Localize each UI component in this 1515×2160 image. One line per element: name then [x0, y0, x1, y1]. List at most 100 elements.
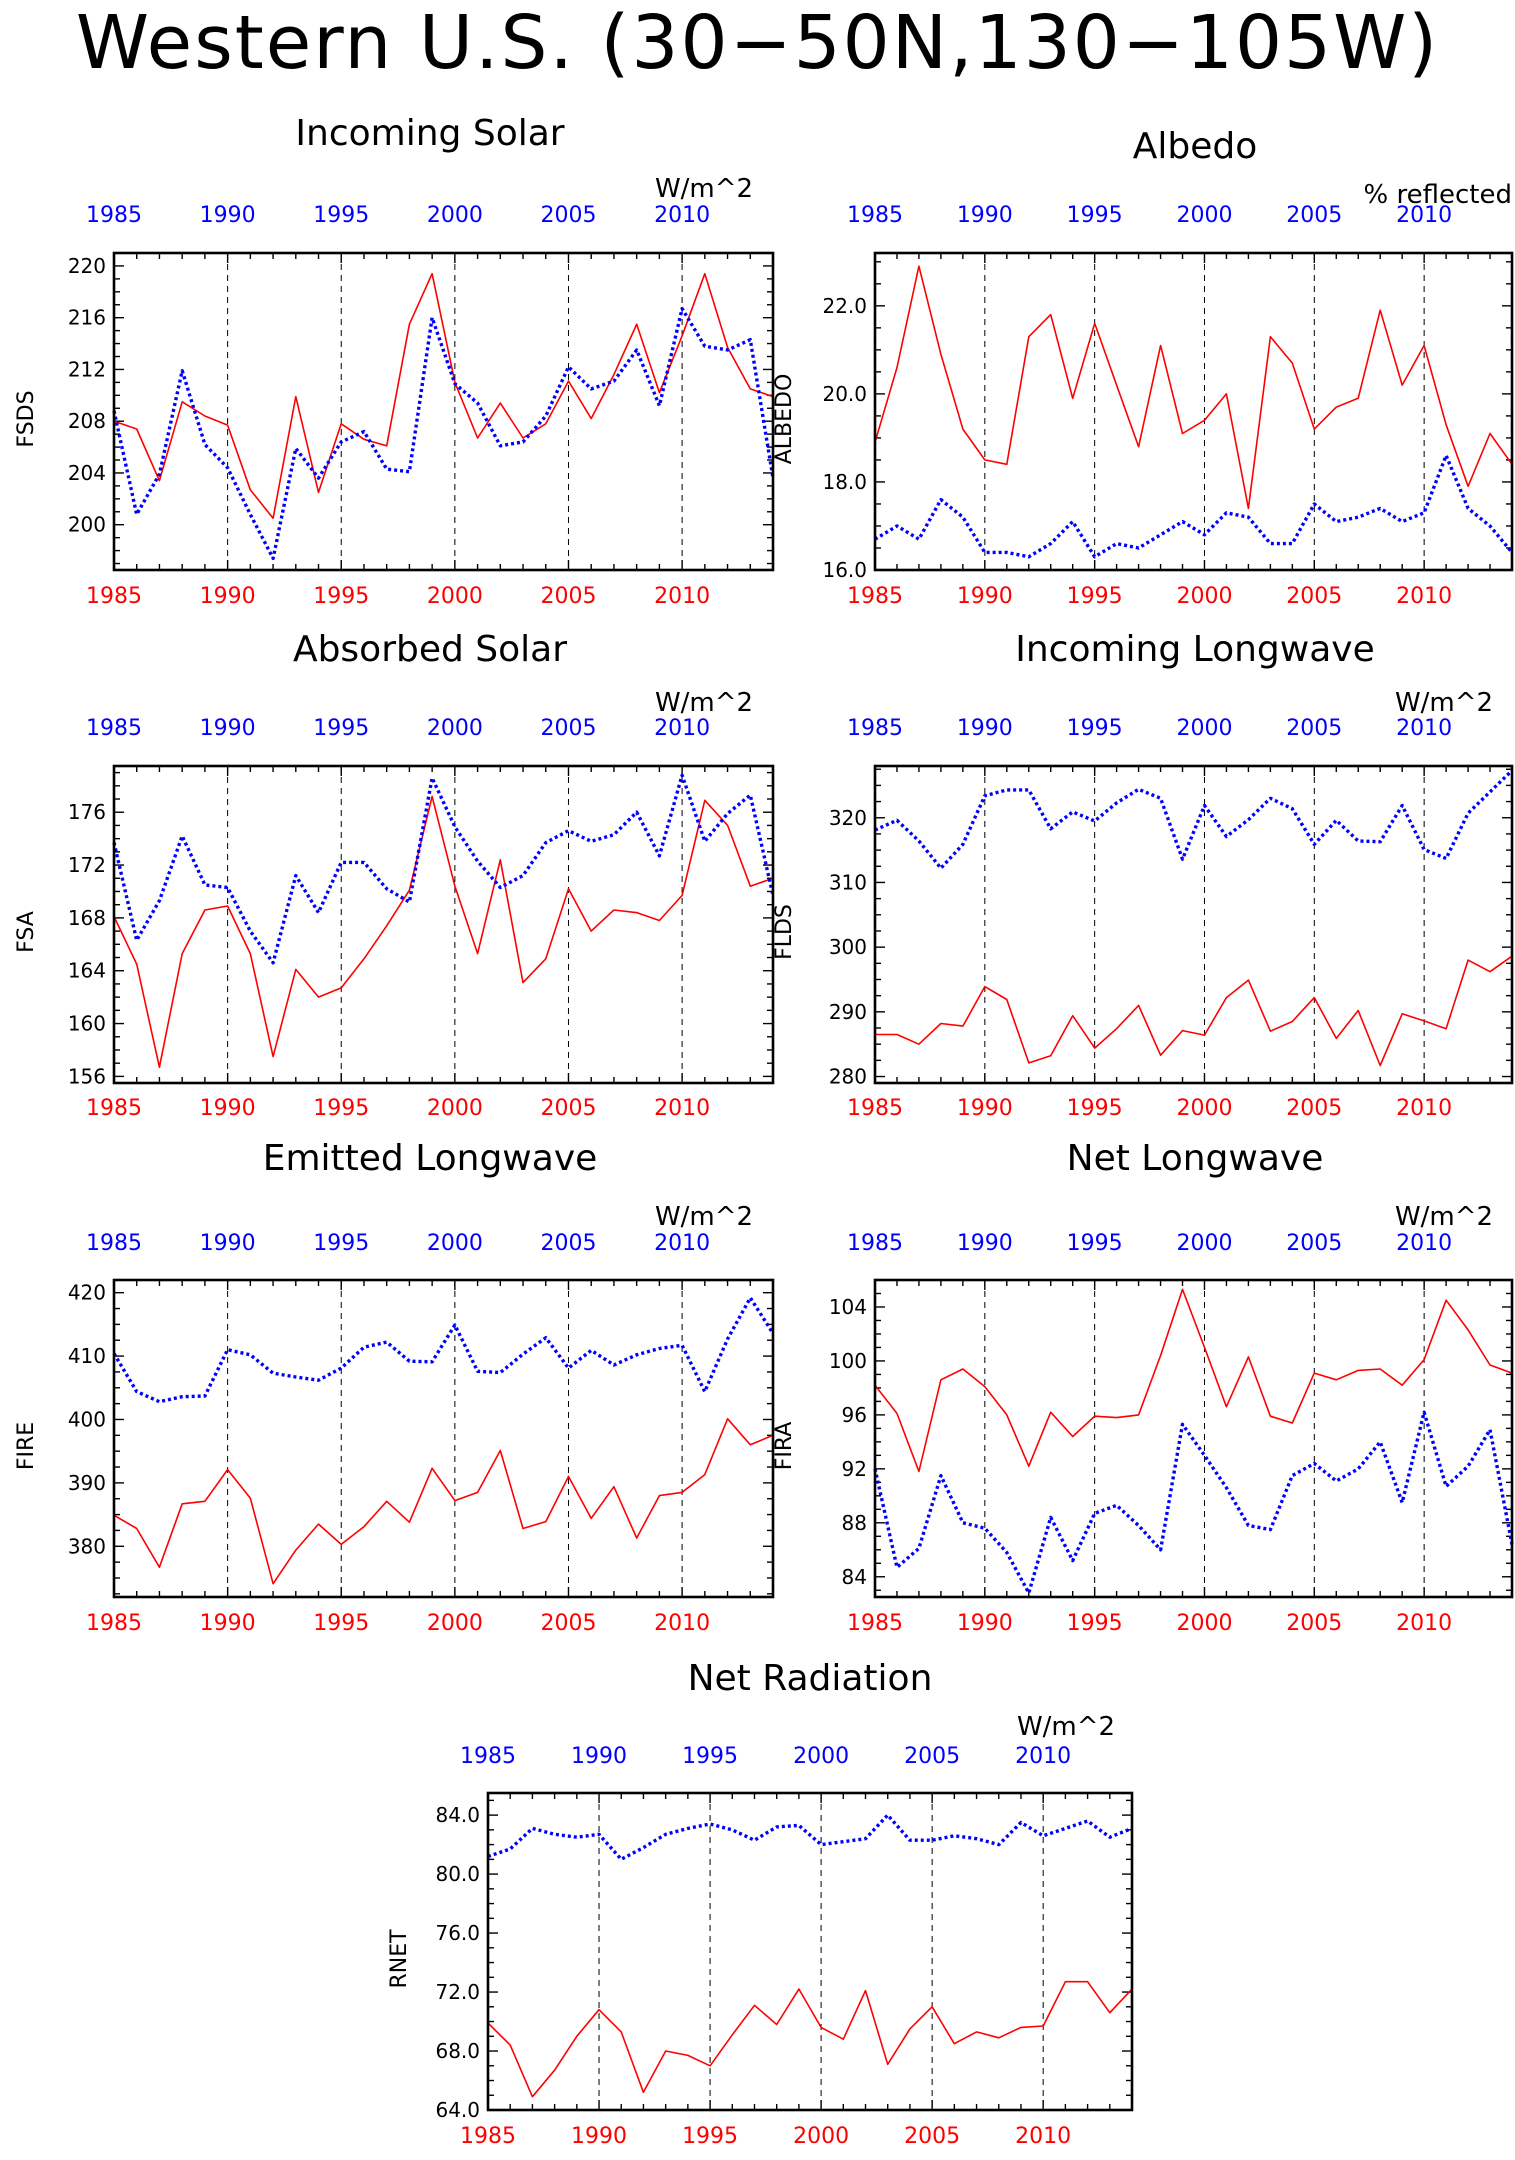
x-tick-label-top: 2005: [1286, 1231, 1342, 1256]
y-tick-label: 68.0: [435, 2039, 480, 2063]
panel-fire: Emitted Longwave W/m^2 380 390 400 410 420 FIRE…: [14, 1138, 775, 1636]
x-tick-label-bottom: 2005: [540, 1611, 596, 1636]
series-line-red: [113, 1418, 774, 1585]
series-line-red: [874, 1288, 1513, 1473]
plot-frame: [112, 764, 775, 1085]
y-tick-label: 380: [68, 1534, 106, 1558]
y-tick-label: 300: [829, 935, 867, 959]
series-line-blue: [874, 453, 1514, 559]
x-tick-label-top: 1990: [200, 203, 256, 228]
x-tick-label-bottom: 1985: [847, 584, 903, 609]
y-tick-label: 176: [68, 800, 106, 824]
x-tick-label-bottom: 2010: [1396, 1611, 1452, 1636]
x-tick-label-top: 2000: [427, 1231, 483, 1256]
panel-fsds: Incoming Solar W/m^2 200 204 208 212 216 220 FSD…: [14, 113, 775, 609]
x-tick-label-bottom: 1990: [200, 1611, 256, 1636]
x-tick-label-top: 2010: [1015, 1744, 1071, 1769]
x-tick-label-bottom: 2000: [1176, 1096, 1232, 1121]
x-tick-label-bottom: 1995: [313, 584, 369, 609]
panel-title: Emitted Longwave: [263, 1138, 598, 1179]
units-label: W/m^2: [1395, 688, 1493, 718]
y-axis-label: FLDS: [772, 904, 797, 960]
x-tick-label-top: 2010: [1396, 1231, 1452, 1256]
x-tick-label-bottom: 1990: [200, 584, 256, 609]
x-tick-label-top: 2005: [904, 1744, 960, 1769]
x-tick-label-top: 1990: [200, 1231, 256, 1256]
y-tick-label: 96: [842, 1403, 867, 1427]
x-tick-label-top: 2000: [427, 203, 483, 228]
panel-title: Incoming Longwave: [1015, 629, 1375, 670]
x-tick-label-top: 2010: [1396, 203, 1452, 228]
x-tick-label-top: 1995: [1067, 203, 1123, 228]
x-tick-label-bottom: 2000: [427, 584, 483, 609]
y-tick-label: 310: [829, 870, 867, 894]
y-tick-label: 164: [68, 959, 106, 983]
x-tick-label-top: 1985: [86, 1231, 142, 1256]
y-tick-label: 18.0: [822, 470, 867, 494]
x-tick-label-bottom: 1985: [847, 1611, 903, 1636]
x-tick-label-top: 2000: [1176, 716, 1232, 741]
y-tick-label: 80.0: [435, 1862, 480, 1886]
x-tick-label-bottom: 1990: [957, 1611, 1013, 1636]
x-tick-label-top: 1995: [1067, 716, 1123, 741]
y-tick-label: 410: [68, 1344, 106, 1368]
panel-rnet: Net Radiation W/m^2 64.0 68.0 72.0 76.0 80.0 84…: [387, 1658, 1134, 2149]
y-tick-label: 420: [68, 1281, 106, 1305]
x-tick-label-bottom: 1990: [571, 2124, 627, 2149]
plot-frame: [873, 764, 1514, 1085]
y-tick-label: 280: [829, 1065, 867, 1089]
series-line-red: [113, 795, 774, 1068]
x-tick-label-bottom: 2005: [1286, 1096, 1342, 1121]
y-tick-label: 88: [842, 1511, 867, 1535]
plot-frame: [873, 251, 1514, 572]
y-tick-label: 172: [68, 853, 106, 877]
x-tick-label-top: 2000: [1176, 1231, 1232, 1256]
y-tick-label: 20.0: [822, 382, 867, 406]
x-tick-label-bottom: 1990: [200, 1096, 256, 1121]
panel-fira: Net Longwave W/m^2 84 88 92 96 100 104 FIRA 1985 1…: [772, 1138, 1514, 1636]
y-tick-label: 290: [829, 1000, 867, 1024]
x-tick-label-bottom: 1995: [1067, 1096, 1123, 1121]
y-axis-label: FIRA: [772, 1422, 797, 1471]
x-tick-label-top: 1990: [571, 1744, 627, 1769]
y-tick-label: 72.0: [435, 1980, 480, 2004]
y-tick-label: 168: [68, 906, 106, 930]
x-tick-label-top: 2010: [654, 716, 710, 741]
x-tick-label-top: 1985: [86, 716, 142, 741]
x-tick-label-bottom: 2010: [1396, 584, 1452, 609]
series-line-blue: [112, 306, 775, 561]
x-tick-label-bottom: 2000: [427, 1611, 483, 1636]
x-tick-label-top: 2005: [540, 716, 596, 741]
x-tick-label-bottom: 1985: [86, 1611, 142, 1636]
page-title: Western U.S. (30−50N,130−105W): [75, 0, 1440, 86]
y-tick-label: 216: [68, 306, 106, 330]
x-tick-label-bottom: 1985: [86, 1096, 142, 1121]
x-tick-label-top: 1985: [847, 203, 903, 228]
x-tick-label-top: 2010: [654, 1231, 710, 1256]
panel-flds: Incoming Longwave W/m^2 280 290 300 310 320 FLD…: [772, 629, 1514, 1121]
x-tick-label-top: 2005: [1286, 203, 1342, 228]
x-tick-label-top: 1990: [957, 716, 1013, 741]
x-tick-label-top: 2010: [654, 203, 710, 228]
y-tick-label: 84.0: [435, 1803, 480, 1827]
x-tick-label-top: 2000: [793, 1744, 849, 1769]
y-tick-label: 104: [829, 1295, 867, 1319]
x-tick-label-bottom: 1995: [682, 2124, 738, 2149]
series-line-red: [875, 955, 1513, 1067]
plot-frame: [112, 1278, 775, 1599]
units-label: W/m^2: [655, 688, 753, 718]
series-line-blue: [112, 1296, 775, 1404]
series-line-red: [874, 265, 1513, 510]
units-label: W/m^2: [655, 174, 753, 204]
x-tick-label-bottom: 2000: [1176, 584, 1232, 609]
x-tick-label-bottom: 1995: [313, 1096, 369, 1121]
series-line-red: [113, 272, 774, 520]
panel-title: Net Longwave: [1067, 1138, 1324, 1179]
x-tick-label-top: 2005: [1286, 716, 1342, 741]
y-tick-label: 220: [68, 254, 106, 278]
units-label: W/m^2: [655, 1202, 753, 1232]
y-tick-label: 160: [68, 1012, 106, 1036]
y-tick-label: 156: [68, 1064, 106, 1088]
x-tick-label-bottom: 1995: [313, 1611, 369, 1636]
x-tick-label-bottom: 2010: [654, 584, 710, 609]
